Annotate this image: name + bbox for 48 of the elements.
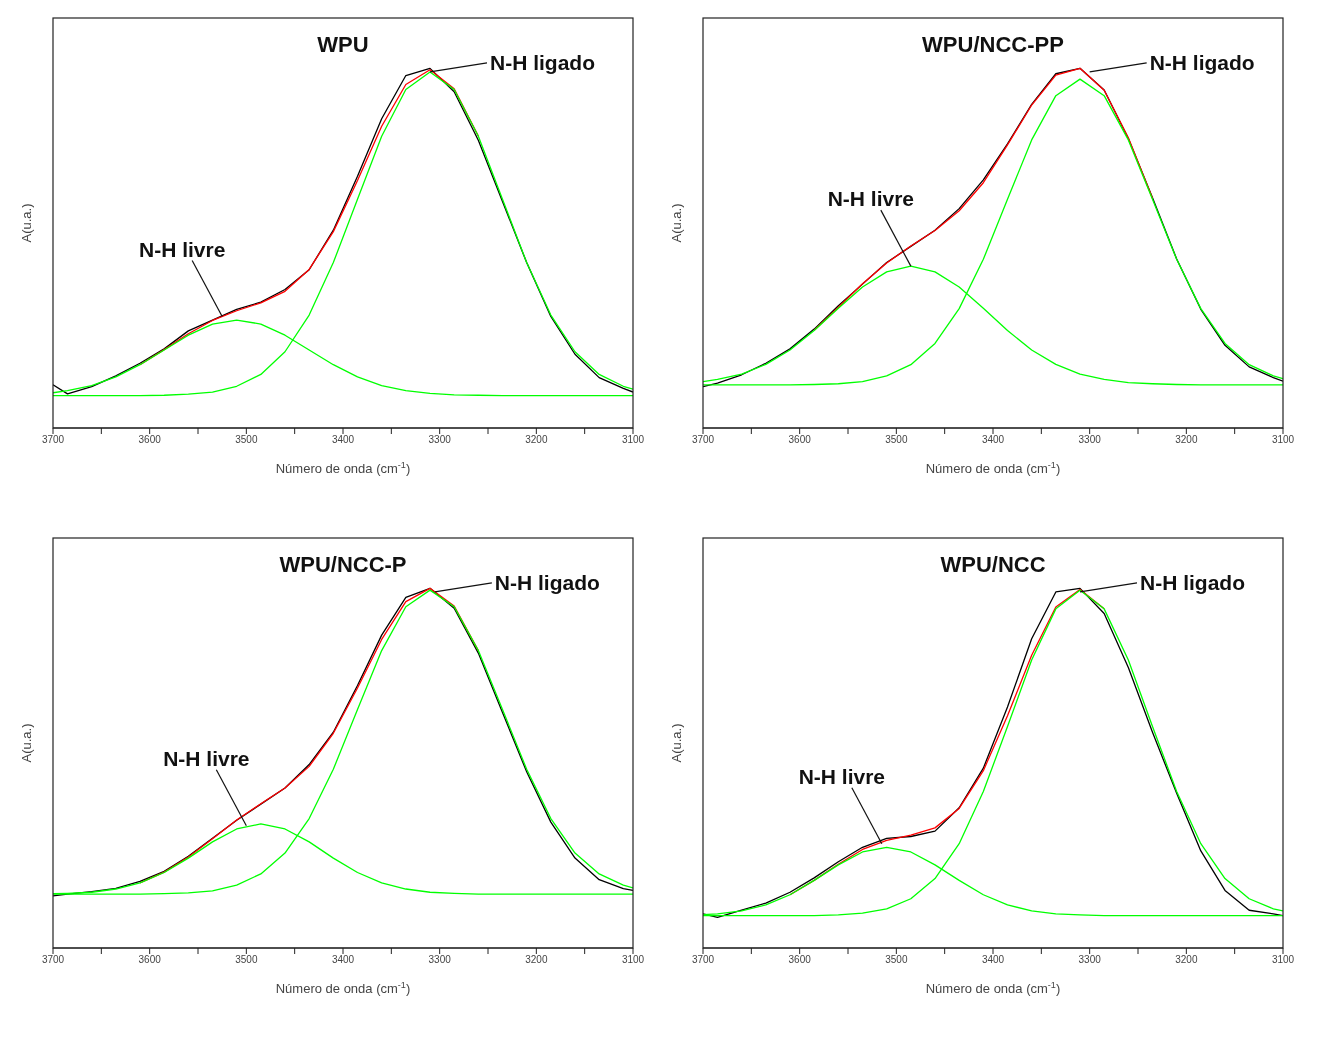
x-axis-title: Número de onda (cm$^{-1}$): [925, 980, 1061, 996]
x-tick-label: 3300: [428, 434, 452, 446]
x-tick-label: 3200: [525, 434, 548, 446]
x-tick-label: 3400: [981, 954, 1005, 966]
x-tick-label: 3400: [331, 434, 355, 446]
annotation: N-H ligado: [1140, 570, 1245, 594]
x-tick-label: 3600: [788, 434, 812, 446]
x-tick-label: 3500: [235, 434, 258, 446]
annotation: N-H livre: [163, 746, 250, 770]
annotation: N-H ligado: [494, 570, 600, 594]
x-tick-label: 3700: [41, 954, 65, 966]
annotation: N-H ligado: [1149, 50, 1255, 74]
x-tick-label: 3300: [1078, 434, 1102, 446]
annotation: N-H livre: [798, 764, 886, 788]
x-tick-label: 3500: [885, 434, 908, 446]
y-axis-title: A(u.a.): [19, 203, 34, 243]
annotation: N-H livre: [138, 237, 226, 261]
annotation: N-H livre: [827, 187, 915, 211]
x-tick-label: 3500: [885, 954, 908, 966]
x-tick-label: 3100: [621, 434, 645, 446]
y-axis-title: A(u.a.): [669, 723, 684, 763]
x-tick-label: 3300: [1078, 954, 1102, 966]
annotation: N-H ligado: [490, 50, 595, 74]
x-tick-label: 3600: [138, 434, 162, 446]
x-tick-label: 3200: [1175, 954, 1198, 966]
x-tick-label: 3400: [331, 954, 355, 966]
y-axis-title: A(u.a.): [669, 203, 684, 243]
x-tick-label: 3600: [138, 954, 162, 966]
x-tick-label: 3100: [1271, 954, 1295, 966]
y-axis-title: A(u.a.): [19, 723, 34, 763]
chart-title: WPU/NCC-PP: [922, 32, 1064, 57]
x-tick-label: 3500: [235, 954, 258, 966]
x-axis-title: Número de onda (cm$^{-1}$): [925, 460, 1061, 476]
x-tick-label: 3100: [621, 954, 645, 966]
x-tick-label: 3700: [691, 434, 715, 446]
x-tick-label: 3400: [981, 434, 1005, 446]
x-tick-label: 3200: [525, 954, 548, 966]
x-tick-label: 3200: [1175, 434, 1198, 446]
x-axis-title: Número de onda (cm$^{-1}$): [275, 980, 411, 996]
chart-title: WPU/NCC: [940, 552, 1046, 577]
x-tick-label: 3100: [1271, 434, 1295, 446]
chart-title: WPU/NCC-P: [279, 552, 407, 577]
x-tick-label: 3700: [691, 954, 715, 966]
x-axis-title: Número de onda (cm$^{-1}$): [275, 460, 411, 476]
x-tick-label: 3300: [428, 954, 452, 966]
x-tick-label: 3700: [41, 434, 65, 446]
x-tick-label: 3600: [788, 954, 812, 966]
chart-title: WPU: [317, 32, 369, 57]
